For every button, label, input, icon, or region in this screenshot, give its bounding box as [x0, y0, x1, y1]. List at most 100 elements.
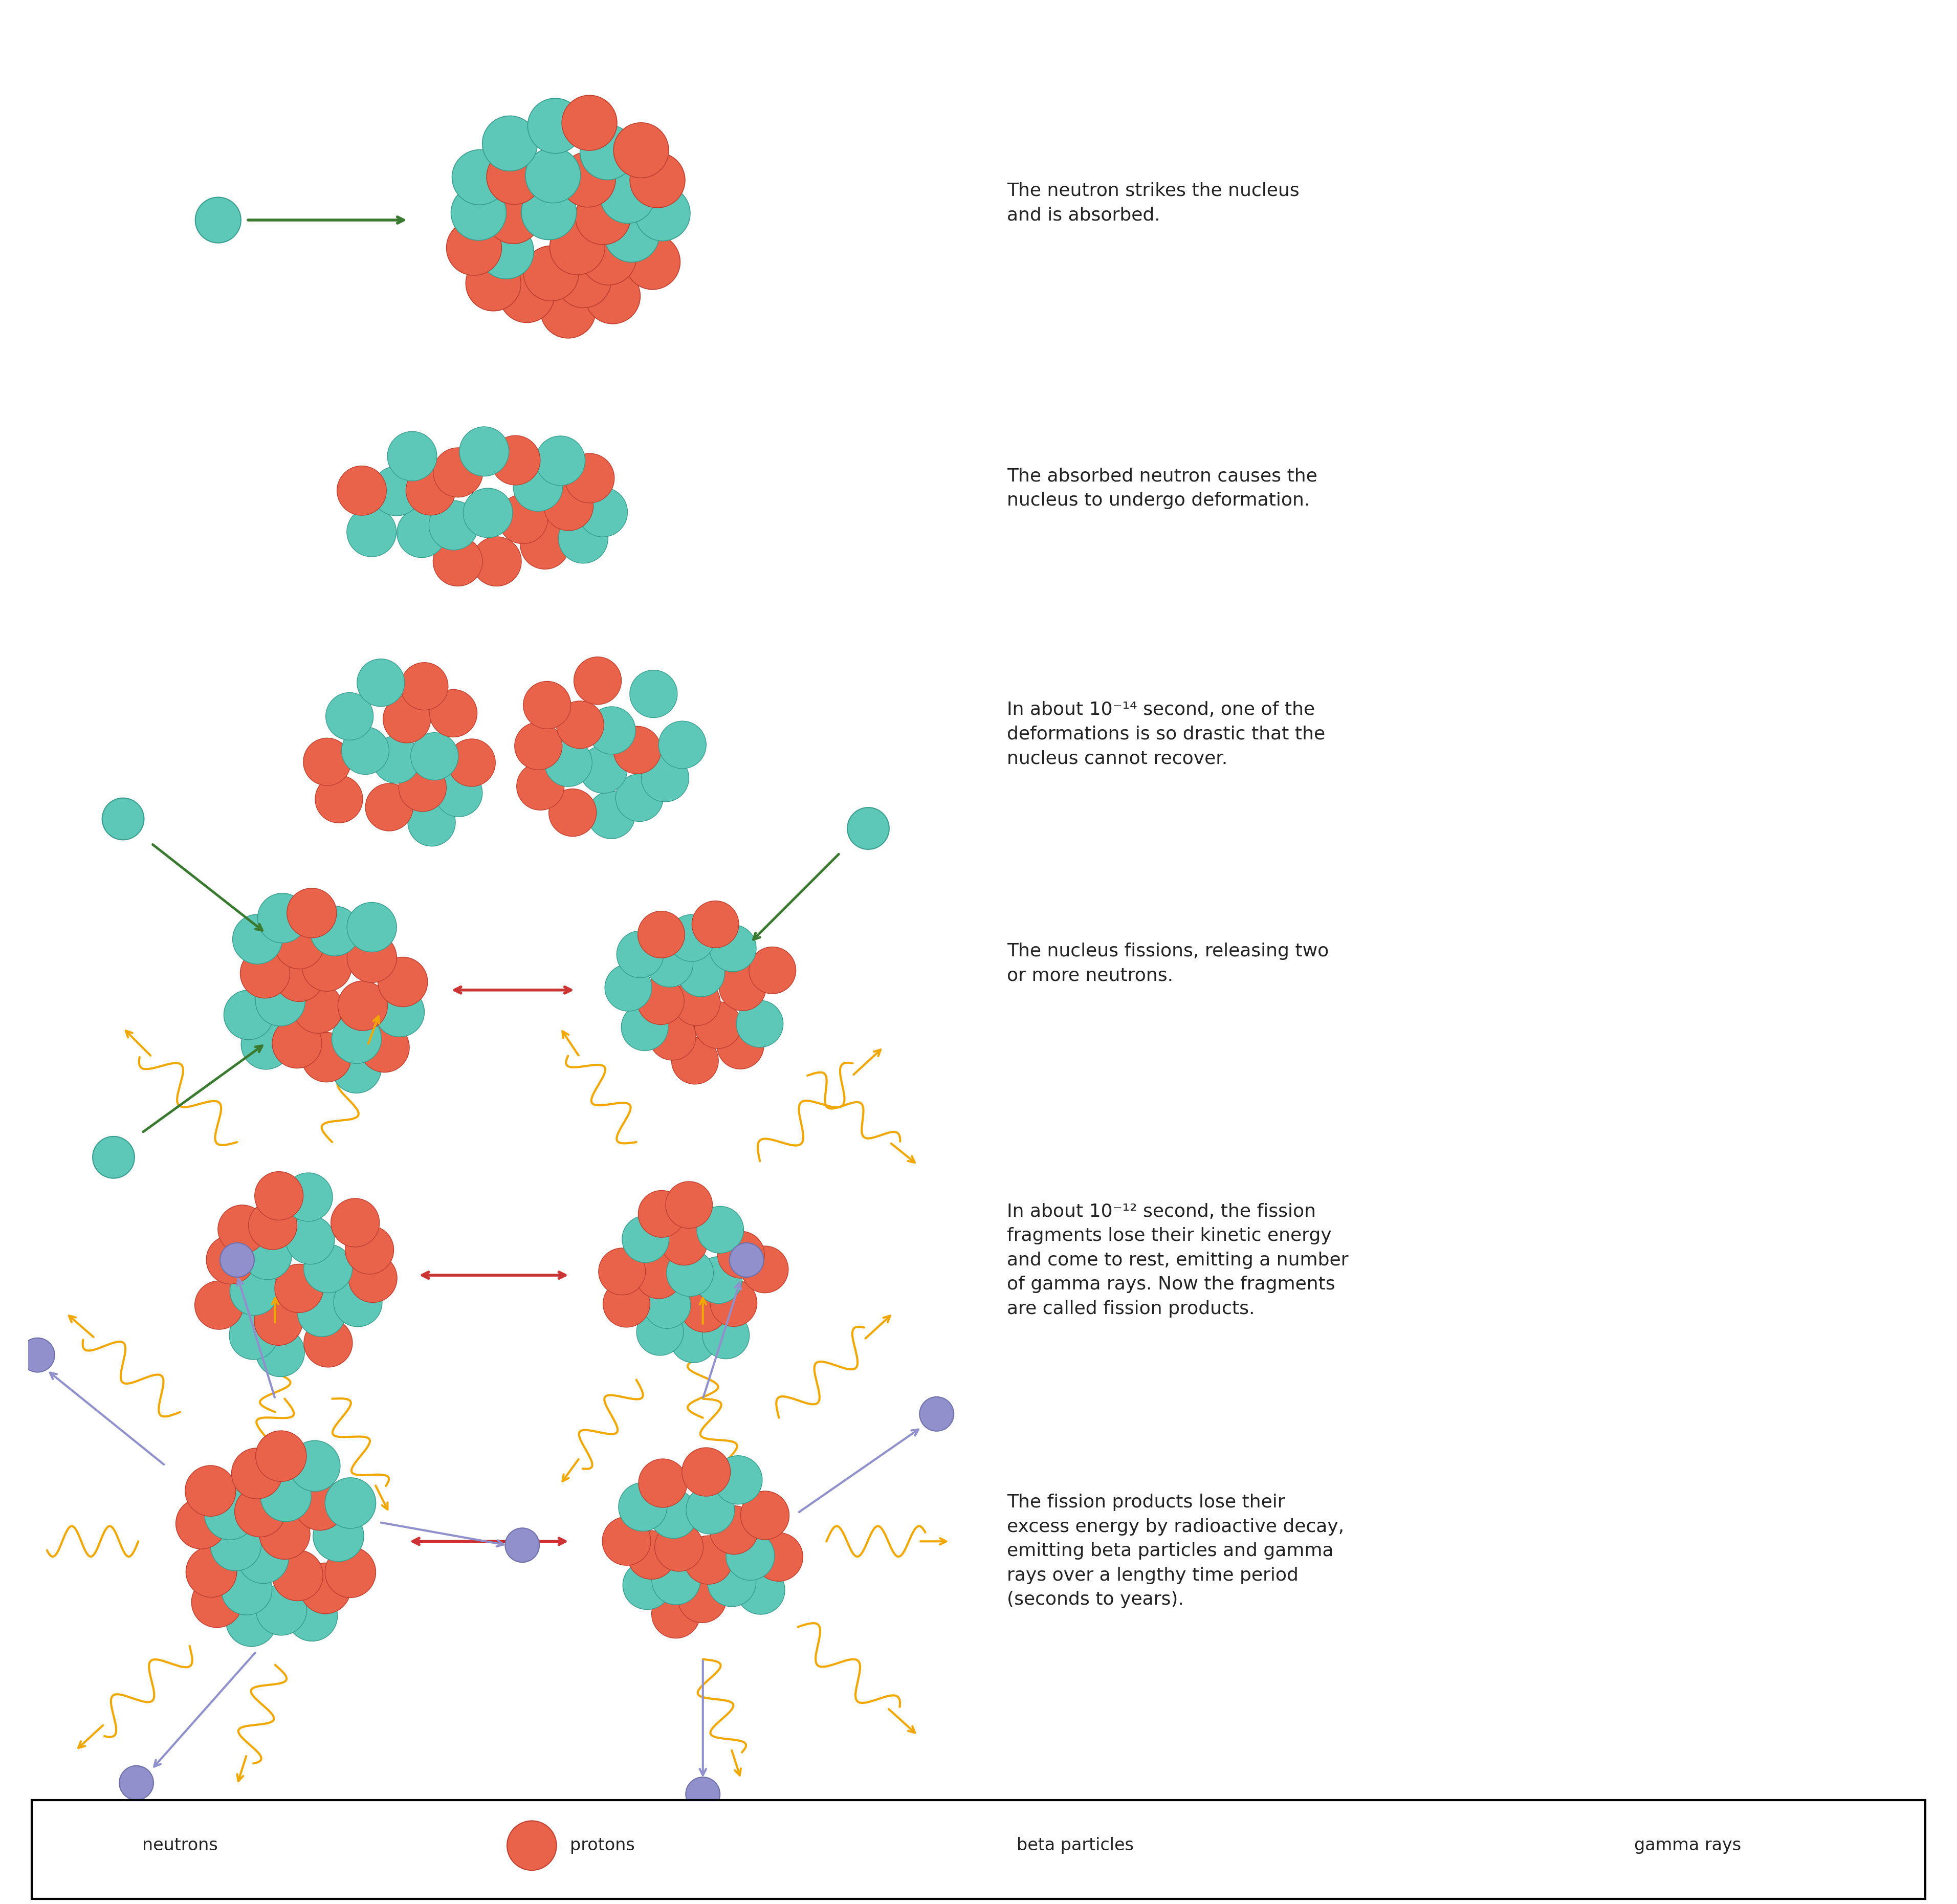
Circle shape [344, 1226, 393, 1274]
Circle shape [221, 1565, 272, 1615]
Circle shape [603, 1517, 652, 1565]
Circle shape [652, 1590, 701, 1637]
Circle shape [513, 463, 562, 512]
Circle shape [401, 663, 448, 710]
Circle shape [466, 255, 521, 310]
Circle shape [479, 225, 534, 278]
Text: neutrons: neutrons [143, 1837, 217, 1854]
Circle shape [920, 1398, 953, 1432]
Circle shape [309, 906, 360, 956]
Circle shape [299, 1563, 350, 1615]
Circle shape [229, 1312, 278, 1359]
Circle shape [714, 1457, 761, 1504]
Circle shape [360, 1022, 409, 1072]
Circle shape [256, 1430, 307, 1481]
Circle shape [235, 1487, 286, 1537]
Circle shape [521, 185, 577, 240]
Circle shape [256, 1584, 307, 1636]
Circle shape [562, 95, 616, 150]
Circle shape [294, 1479, 344, 1531]
Circle shape [431, 689, 478, 737]
Circle shape [272, 1019, 321, 1068]
Circle shape [630, 152, 685, 208]
Circle shape [614, 122, 669, 177]
Circle shape [333, 1278, 382, 1327]
Circle shape [665, 1182, 712, 1228]
Circle shape [446, 221, 501, 276]
Circle shape [753, 1533, 802, 1580]
Circle shape [460, 426, 509, 476]
Circle shape [472, 537, 521, 586]
Circle shape [716, 1022, 763, 1068]
Circle shape [616, 931, 663, 979]
Circle shape [303, 739, 350, 786]
Circle shape [730, 1243, 763, 1278]
Circle shape [227, 1596, 276, 1647]
Circle shape [217, 1205, 266, 1253]
Circle shape [346, 933, 397, 982]
Circle shape [560, 152, 614, 208]
Circle shape [638, 979, 685, 1024]
Circle shape [205, 1236, 254, 1283]
Circle shape [315, 775, 362, 823]
Circle shape [20, 1339, 55, 1373]
Circle shape [718, 1232, 765, 1278]
Circle shape [239, 1533, 288, 1584]
Circle shape [515, 722, 562, 769]
Circle shape [499, 495, 548, 545]
Circle shape [703, 1312, 750, 1359]
Circle shape [274, 952, 325, 1002]
Circle shape [196, 1281, 243, 1329]
Circle shape [211, 1519, 260, 1571]
Circle shape [407, 798, 456, 845]
Circle shape [464, 487, 513, 537]
Circle shape [499, 267, 554, 322]
Circle shape [620, 1003, 667, 1051]
Circle shape [726, 1531, 775, 1580]
Circle shape [241, 1021, 292, 1070]
Circle shape [697, 1207, 744, 1253]
Circle shape [566, 453, 614, 503]
Circle shape [102, 798, 145, 840]
Text: The nucleus fissions, releasing two
or more neutrons.: The nucleus fissions, releasing two or m… [1008, 942, 1329, 984]
Circle shape [638, 1458, 687, 1508]
Circle shape [348, 1255, 397, 1302]
Circle shape [695, 1002, 742, 1049]
Circle shape [243, 1232, 292, 1279]
Circle shape [601, 168, 656, 223]
Text: In about 10⁻¹⁴ second, one of the
deformations is so drastic that the
nucleus ca: In about 10⁻¹⁴ second, one of the deform… [1008, 701, 1325, 767]
Circle shape [587, 792, 634, 840]
Circle shape [605, 963, 652, 1011]
Circle shape [219, 1243, 254, 1278]
Circle shape [387, 432, 436, 482]
Circle shape [736, 1565, 785, 1615]
Circle shape [660, 722, 706, 769]
Circle shape [487, 149, 542, 204]
FancyBboxPatch shape [31, 1799, 1926, 1898]
Circle shape [521, 520, 569, 569]
Circle shape [550, 219, 605, 274]
Circle shape [249, 1201, 297, 1249]
Circle shape [223, 990, 274, 1040]
Circle shape [528, 99, 583, 154]
Circle shape [303, 1319, 352, 1367]
Circle shape [286, 1215, 335, 1264]
Circle shape [186, 1546, 237, 1597]
Circle shape [301, 942, 352, 992]
Circle shape [92, 1137, 135, 1179]
Circle shape [399, 764, 446, 811]
Circle shape [288, 1590, 337, 1641]
Circle shape [384, 695, 431, 743]
Circle shape [331, 1043, 382, 1093]
Circle shape [695, 1257, 742, 1304]
Circle shape [677, 1575, 726, 1622]
Circle shape [685, 1776, 720, 1811]
Text: In about 10⁻¹² second, the fission
fragments lose their kinetic energy
and come : In about 10⁻¹² second, the fission fragm… [1008, 1203, 1348, 1318]
Circle shape [577, 487, 628, 537]
Circle shape [736, 1000, 783, 1047]
Circle shape [448, 739, 495, 786]
Text: gamma rays: gamma rays [1634, 1837, 1742, 1854]
Circle shape [372, 735, 421, 783]
Circle shape [636, 1308, 683, 1356]
Circle shape [650, 1013, 697, 1061]
